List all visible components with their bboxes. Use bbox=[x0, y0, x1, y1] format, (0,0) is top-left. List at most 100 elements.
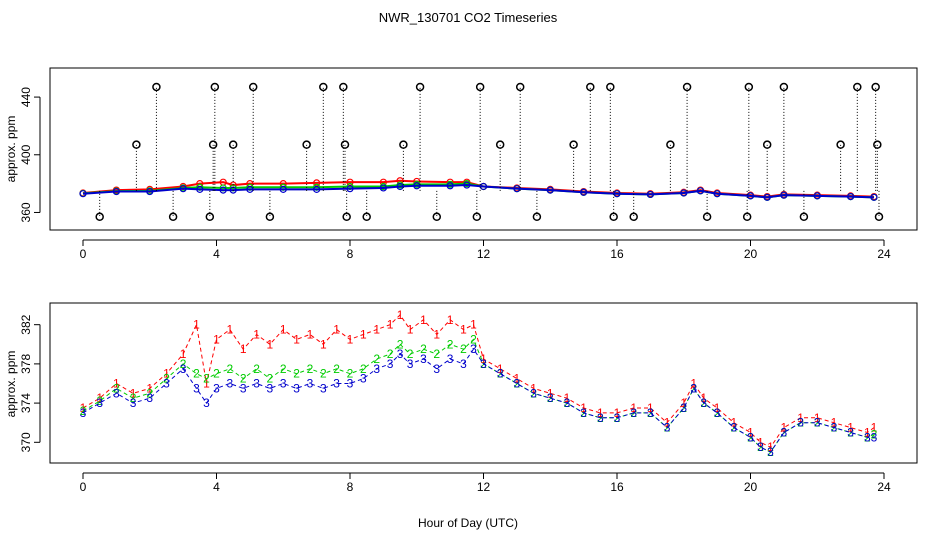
top-outlier-point bbox=[208, 140, 218, 149]
bottom-point-marker: 2 bbox=[420, 342, 427, 356]
bottom-point-marker: 1 bbox=[864, 425, 871, 439]
bottom-series-line bbox=[82, 348, 874, 453]
bottom-point-marker: 1 bbox=[797, 411, 804, 425]
top-outlier-point bbox=[779, 82, 789, 92]
bottom-x-tick-label: 4 bbox=[213, 480, 220, 494]
top-data-point bbox=[613, 190, 621, 198]
bottom-point-marker: 1 bbox=[757, 435, 764, 449]
top-outlier-point bbox=[432, 212, 442, 222]
bottom-point-marker: 2 bbox=[387, 347, 394, 361]
bottom-point-marker: 3 bbox=[113, 386, 120, 400]
bottom-point-marker: 1 bbox=[387, 318, 394, 332]
bottom-point-marker: 2 bbox=[497, 367, 504, 381]
bottom-point-marker: 1 bbox=[203, 376, 210, 390]
bottom-point-marker: 3 bbox=[253, 376, 260, 390]
bottom-point-marker: 1 bbox=[564, 391, 571, 405]
bottom-point-marker: 1 bbox=[80, 401, 87, 415]
top-series-outliers bbox=[95, 82, 884, 222]
bottom-point-marker: 1 bbox=[333, 323, 340, 337]
bottom-point-marker: 3 bbox=[387, 357, 394, 371]
bottom-point-marker: 1 bbox=[293, 332, 300, 346]
bottom-point-marker: 3 bbox=[597, 411, 604, 425]
bottom-point-marker: 1 bbox=[130, 386, 137, 400]
bottom-point-marker: 2 bbox=[240, 372, 247, 386]
bottom-point-marker: 2 bbox=[647, 406, 654, 420]
bottom-point-marker: 1 bbox=[547, 386, 554, 400]
top-outlier-point bbox=[205, 212, 215, 222]
bottom-point-marker: 3 bbox=[547, 391, 554, 405]
bottom-point-marker: 3 bbox=[227, 376, 234, 390]
top-series-line bbox=[82, 184, 875, 199]
bottom-point-marker: 2 bbox=[163, 372, 170, 386]
bottom-point-marker: 2 bbox=[757, 440, 764, 454]
bottom-point-marker: 3 bbox=[781, 425, 788, 439]
top-data-point bbox=[146, 187, 154, 196]
bottom-point-marker: 1 bbox=[630, 401, 637, 415]
top-outlier-point bbox=[475, 82, 485, 92]
top-outlier-point bbox=[742, 212, 752, 222]
bottom-series-line bbox=[82, 314, 875, 448]
top-data-point bbox=[479, 182, 488, 191]
bottom-point-marker: 1 bbox=[597, 406, 604, 420]
top-y-tick-label: 440 bbox=[19, 87, 33, 107]
top-x-axis: 0 4 8 12 16 20 24 bbox=[80, 239, 891, 261]
bottom-point-marker: 3 bbox=[690, 381, 697, 395]
bottom-point-marker: 2 bbox=[690, 381, 697, 395]
top-outlier-point bbox=[629, 212, 638, 222]
top-data-point bbox=[847, 192, 855, 201]
top-x-tick-label: 20 bbox=[744, 247, 758, 261]
top-outlier-point bbox=[762, 140, 772, 149]
top-data-point bbox=[513, 185, 521, 193]
bottom-point-marker: 2 bbox=[193, 367, 200, 381]
top-outlier-point bbox=[682, 82, 692, 92]
bottom-point-marker: 3 bbox=[514, 376, 521, 390]
bottom-point-marker: 3 bbox=[193, 381, 200, 395]
bottom-point-marker: 1 bbox=[96, 391, 103, 405]
top-data-point bbox=[746, 192, 755, 200]
bottom-point-marker: 3 bbox=[700, 396, 707, 410]
bottom-point-marker: 3 bbox=[320, 381, 327, 395]
bottom-point-marker: 1 bbox=[347, 332, 354, 346]
bottom-y-tick-label: 374 bbox=[19, 393, 33, 413]
bottom-x-tick-label: 0 bbox=[80, 480, 87, 494]
bottom-point-marker: 3 bbox=[96, 396, 103, 410]
bottom-point-marker: 1 bbox=[781, 421, 788, 435]
bottom-point-marker: 3 bbox=[680, 401, 687, 415]
top-series-level-3 bbox=[79, 181, 878, 201]
bottom-point-marker: 2 bbox=[781, 425, 788, 439]
top-outlier-point bbox=[873, 140, 882, 149]
bottom-point-marker: 1 bbox=[730, 416, 737, 430]
bottom-point-marker: 1 bbox=[397, 308, 404, 322]
bottom-point-marker: 1 bbox=[530, 381, 537, 395]
top-outlier-point bbox=[95, 212, 104, 222]
top-data-point bbox=[696, 187, 705, 195]
bottom-point-marker: 3 bbox=[757, 440, 764, 454]
top-data-point bbox=[780, 191, 788, 199]
bottom-point-marker: 2 bbox=[714, 406, 721, 420]
bottom-point-marker: 1 bbox=[514, 372, 521, 386]
bottom-point-marker: 3 bbox=[293, 381, 300, 395]
top-outlier-point bbox=[265, 212, 275, 222]
top-outlier-point bbox=[799, 212, 809, 222]
bottom-point-marker: 1 bbox=[213, 332, 220, 346]
top-outlier-point bbox=[248, 82, 258, 92]
top-data-point bbox=[680, 189, 688, 197]
top-outlier-point bbox=[339, 82, 348, 92]
top-data-point bbox=[346, 185, 354, 193]
top-data-point bbox=[313, 185, 321, 193]
bottom-point-marker: 2 bbox=[397, 337, 404, 351]
top-data-point bbox=[413, 182, 421, 190]
bottom-point-marker: 1 bbox=[407, 323, 414, 337]
bottom-point-marker: 2 bbox=[514, 376, 521, 390]
bottom-point-marker: 1 bbox=[871, 421, 878, 435]
bottom-panel: approx. ppm Hour of Day (UTC) 0 4 8 12 16 20 2… bbox=[4, 302, 918, 530]
top-data-point bbox=[463, 181, 471, 189]
bottom-point-marker: 1 bbox=[163, 367, 170, 381]
bottom-point-marker: 2 bbox=[213, 367, 220, 381]
bottom-point-marker: 1 bbox=[700, 391, 707, 405]
bottom-point-marker: 2 bbox=[307, 362, 314, 376]
bottom-point-marker: 1 bbox=[847, 421, 854, 435]
bottom-point-marker: 1 bbox=[420, 313, 427, 327]
bottom-point-marker: 2 bbox=[470, 332, 477, 346]
